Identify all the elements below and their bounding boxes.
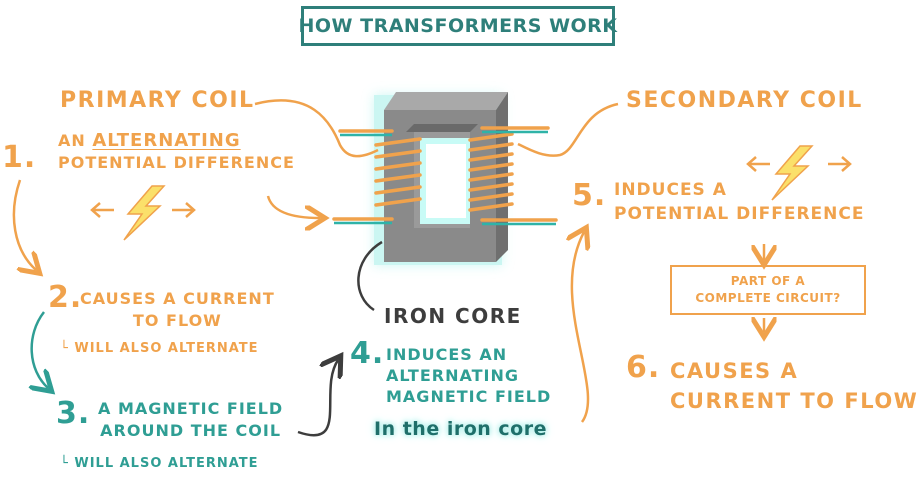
step1-line1-prefix: An	[58, 131, 86, 150]
step4-line3: magnetic field	[386, 387, 552, 406]
step3-to-step4-arrow	[297, 360, 338, 437]
page-title: How transformers work	[298, 6, 617, 46]
step1-line1-emphasis: alternating	[92, 130, 241, 151]
step2-to-step3-arrow	[32, 311, 48, 388]
double-arrow-icon	[90, 202, 196, 218]
step4-to-step5-arrow	[572, 232, 588, 423]
lightning-bolt-icon	[771, 145, 814, 201]
step3-note: └ Will also alternate	[60, 456, 259, 471]
secondary-coil-wire-teal	[482, 130, 556, 226]
step1-to-core-arrow	[266, 195, 320, 218]
secondary-coil-windings	[468, 126, 558, 222]
step4-line1: Induces an	[386, 345, 508, 364]
step2-line2: to flow	[132, 311, 222, 330]
step2-note: └ Will also alternate	[60, 341, 259, 356]
step6-text: Causes a current to flow	[670, 356, 918, 416]
step3-number: 3.	[56, 396, 91, 431]
iron-core-label: Iron core	[384, 304, 522, 328]
step5-line1: Induces a	[614, 180, 727, 200]
step6-line2: current to flow	[670, 389, 918, 413]
step3-line1: A magnetic field	[98, 399, 284, 418]
step6-line1: Causes a	[670, 359, 799, 383]
step1-number: 1.	[2, 140, 37, 175]
lightning-bolt-icon	[123, 185, 166, 241]
secondary-coil-label: Secondary coil	[626, 88, 863, 113]
step4-number: 4.	[350, 336, 385, 371]
step1-text: An alternating potential difference	[58, 130, 295, 174]
step5-text: Induces a potential difference	[614, 178, 864, 226]
circuit-question-line1: Part of a	[730, 274, 806, 288]
primary-coil-windings	[332, 129, 422, 221]
step4-line2: alternating	[386, 366, 520, 385]
step4-line4: In the iron core	[374, 418, 547, 440]
step3-line2: around the coil	[100, 421, 282, 440]
primary-coil-pointer	[254, 99, 379, 158]
step4-text: Induces an alternating magnetic field	[386, 344, 551, 407]
step2-line1: Causes a current	[80, 289, 275, 308]
step2-number: 2.	[48, 280, 83, 315]
primary-coil-wire-teal	[334, 133, 392, 225]
step1-line2: potential difference	[58, 153, 295, 172]
circuit-question-line2: complete circuit?	[695, 291, 841, 305]
step6-number: 6.	[626, 350, 661, 385]
secondary-coil-pointer	[517, 102, 619, 157]
step5-line2: potential difference	[614, 204, 865, 224]
iron-core-pointer	[357, 240, 383, 312]
double-arrow-icon	[746, 156, 852, 172]
complete-circuit-question-box: Part of a complete circuit?	[670, 265, 866, 315]
step3-text: A magnetic field around the coil	[98, 398, 283, 442]
step1-to-step2-arrow	[12, 179, 36, 270]
step2-text: Causes a current to flow	[80, 288, 275, 332]
primary-coil-label: Primary coil	[60, 88, 255, 113]
step5-number: 5.	[572, 178, 607, 213]
